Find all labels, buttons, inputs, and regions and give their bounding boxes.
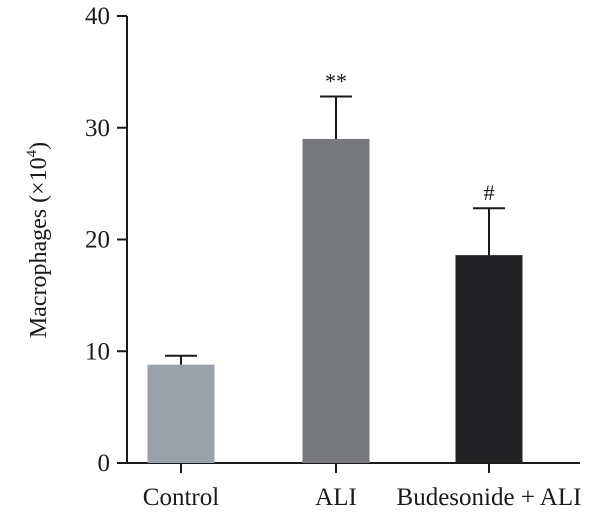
- bar-budesonide-ali: [455, 255, 523, 463]
- y-axis-title-superscript: 4: [24, 149, 40, 157]
- y-tick-label: 20: [85, 227, 110, 254]
- bar-control: [147, 364, 215, 463]
- x-axis: Control ALI Budesonide + ALI: [127, 462, 582, 511]
- x-tick-label: Budesonide + ALI: [397, 484, 582, 511]
- y-axis-title-close: ): [26, 142, 52, 150]
- x-tick-label: Control: [143, 484, 219, 511]
- significance-label: #: [484, 180, 495, 205]
- y-axis-title: Macrophages (×104): [24, 142, 52, 338]
- y-tick-label: 10: [85, 338, 110, 365]
- y-tick-label: 0: [98, 450, 111, 477]
- y-tick-label: 30: [85, 115, 110, 142]
- y-axis-title-main: Macrophages (×10: [26, 157, 52, 338]
- y-axis: 0 10 20 30 40: [85, 3, 128, 477]
- bar-ali: [302, 138, 370, 464]
- significance-label: **: [325, 68, 347, 93]
- bars: ** #: [147, 68, 523, 464]
- y-tick-label: 40: [85, 3, 110, 30]
- x-tick-label: ALI: [315, 484, 357, 511]
